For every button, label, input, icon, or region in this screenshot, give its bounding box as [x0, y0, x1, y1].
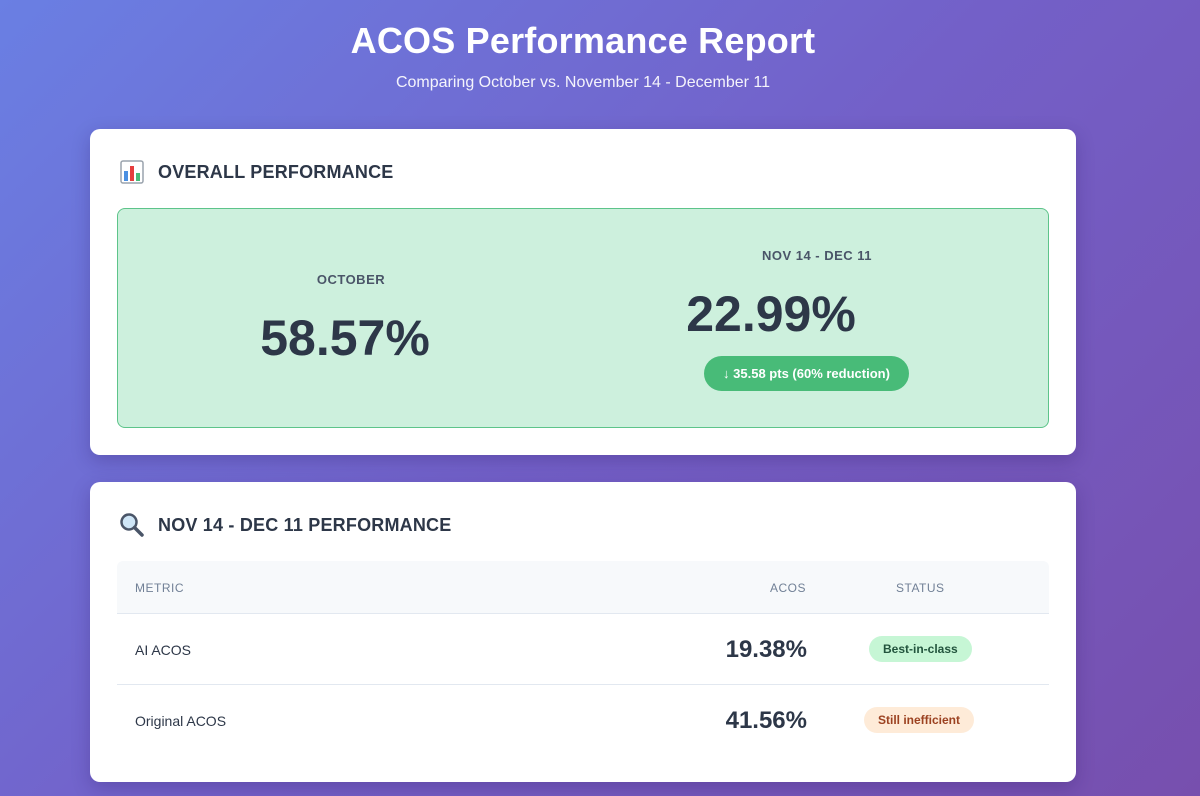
- bar-chart-icon: [118, 159, 146, 185]
- table-header: METRIC ACOS STATUS: [117, 561, 1049, 614]
- overall-performance-card: OVERALL PERFORMANCE OCTOBER 58.57% NOV 1…: [90, 129, 1076, 455]
- page-title: ACOS Performance Report: [350, 20, 816, 61]
- table-row: Original ACOS 41.56% Still inefficient: [117, 685, 1049, 756]
- acos-table: METRIC ACOS STATUS AI ACOS 19.38% Best-i…: [117, 561, 1049, 756]
- column-header-acos: ACOS: [769, 581, 806, 595]
- period-performance-card: NOV 14 - DEC 11 PERFORMANCE METRIC ACOS …: [90, 482, 1076, 782]
- column-header-status: STATUS: [896, 581, 945, 595]
- current-period-column: NOV 14 - DEC 11 22.99% ↓ 35.58 pts (60% …: [584, 209, 1050, 429]
- october-column: OCTOBER 58.57%: [118, 209, 584, 429]
- comparison-panel: OCTOBER 58.57% NOV 14 - DEC 11 22.99% ↓ …: [117, 208, 1049, 428]
- status-badge: Best-in-class: [869, 636, 972, 662]
- october-label: OCTOBER: [316, 272, 386, 287]
- table-row: AI ACOS 19.38% Best-in-class: [117, 614, 1049, 685]
- acos-value: 41.56%: [725, 707, 807, 734]
- metric-name: AI ACOS: [135, 642, 192, 658]
- acos-value: 19.38%: [725, 636, 807, 663]
- period-performance-heading: NOV 14 - DEC 11 PERFORMANCE: [118, 512, 451, 538]
- page-subtitle: Comparing October vs. November 14 - Dece…: [395, 74, 771, 91]
- current-period-label: NOV 14 - DEC 11: [761, 248, 873, 263]
- magnifying-glass-icon: [118, 512, 146, 538]
- change-badge: ↓ 35.58 pts (60% reduction): [704, 356, 909, 391]
- period-performance-title: NOV 14 - DEC 11 PERFORMANCE: [158, 514, 452, 535]
- status-badge: Still inefficient: [864, 707, 975, 733]
- column-header-metric: METRIC: [135, 581, 184, 595]
- metric-name: Original ACOS: [135, 713, 227, 729]
- overall-performance-heading: OVERALL PERFORMANCE: [118, 159, 393, 185]
- october-acos-value: 58.57%: [260, 310, 430, 366]
- current-period-acos-value: 22.99%: [686, 286, 856, 342]
- overall-performance-title: OVERALL PERFORMANCE: [158, 161, 394, 182]
